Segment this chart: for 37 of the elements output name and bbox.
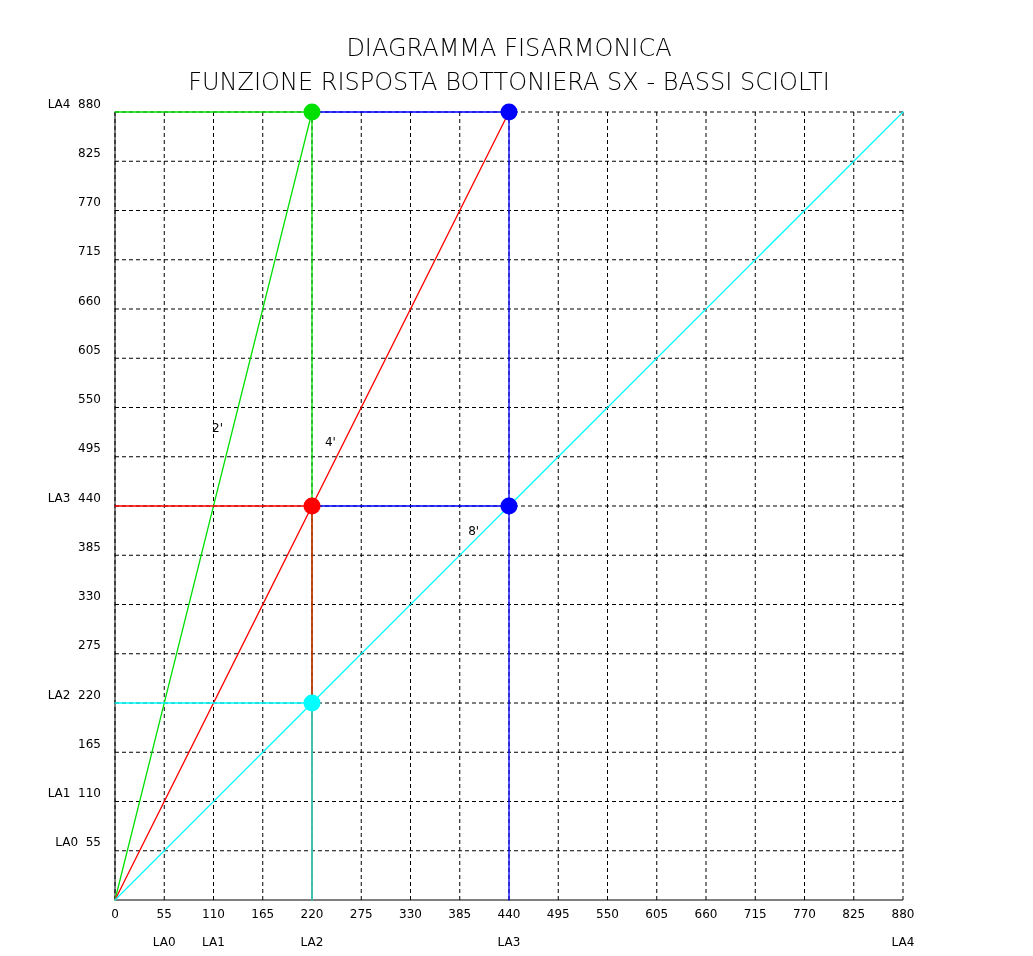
y-tick-label: 165	[78, 736, 101, 751]
y-tick-label: 770	[78, 195, 101, 209]
x-tick-label: 880 LA4	[891, 907, 915, 949]
x-tick-label: 825	[842, 907, 866, 921]
y-tick-label: LA2 220	[47, 687, 101, 702]
x-tick-label: 715	[743, 907, 767, 921]
y-tick-label: LA1 110	[47, 786, 101, 800]
x-tick-label: 605	[645, 907, 669, 921]
annotation: 8'	[468, 524, 480, 539]
x-tick-label: 110 LA1	[202, 907, 225, 949]
x-tick-label: 220 LA2	[300, 907, 324, 949]
x-tick-label: 385	[448, 907, 472, 921]
x-tick-label: 275	[349, 907, 373, 921]
y-tick-label: LA4 880	[47, 96, 101, 111]
y-tick-label: 825	[78, 145, 101, 160]
x-tick-label: 495	[546, 907, 570, 921]
y-tick-label: LA0 55	[55, 835, 101, 850]
x-tick-label: 550	[596, 907, 619, 921]
chart-title: DIAGRAMMA FISARMONICA	[346, 34, 672, 62]
x-tick-label: 165	[251, 907, 275, 921]
chart-subtitle: FUNZIONE RISPOSTA BOTTONIERA SX - BASSI SCIOLTI	[188, 68, 830, 96]
x-tick-label: 0	[111, 907, 119, 921]
y-tick-label: 660	[78, 293, 101, 308]
x-tick-label: 330	[399, 907, 422, 921]
x-tick-label: 440 LA3	[497, 907, 521, 949]
x-tick-label: 770	[793, 907, 816, 921]
y-tick-label: 605	[78, 342, 101, 357]
annotation: 4'	[324, 434, 336, 449]
y-tick-label: 715	[78, 244, 101, 259]
y-tick-label: 275	[78, 638, 101, 653]
y-tick-label: 495	[78, 441, 101, 456]
y-tick-label: 385	[78, 539, 101, 554]
y-tick-label: LA3 440	[47, 490, 101, 505]
y-tick-label: 550	[78, 392, 101, 406]
x-tick-label: 660	[694, 907, 718, 921]
x-tick-label: 55 LA0	[152, 907, 176, 949]
y-tick-label: 330	[78, 589, 101, 603]
